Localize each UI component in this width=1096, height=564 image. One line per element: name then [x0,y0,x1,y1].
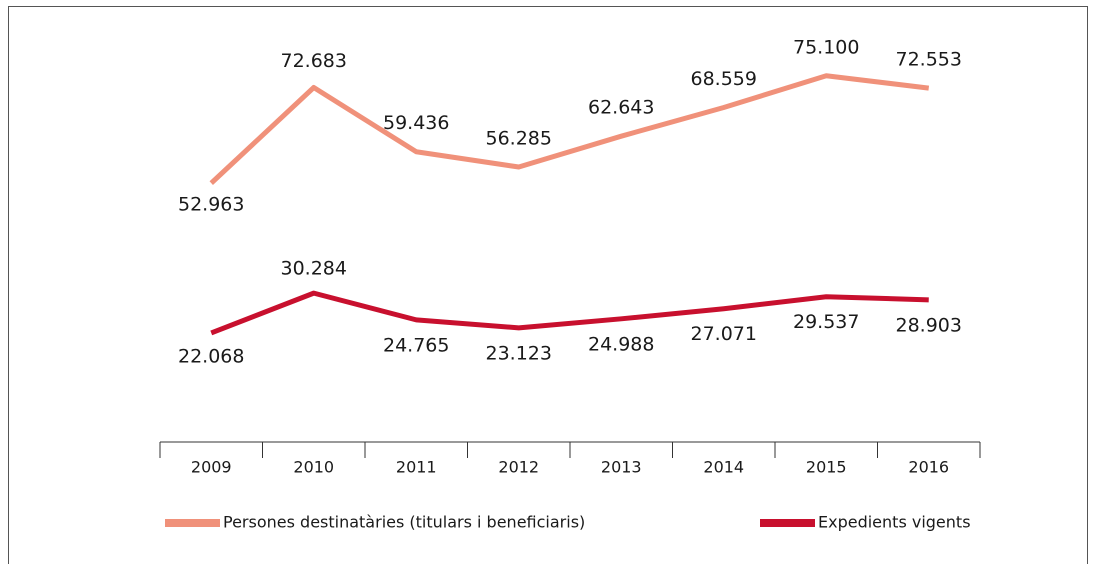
data-label: 22.068 [178,345,244,367]
data-label: 23.123 [486,342,552,364]
data-label: 75.100 [793,36,859,58]
x-tick-label: 2016 [908,458,949,477]
x-tick-label: 2014 [703,458,744,477]
data-label: 30.284 [281,258,347,280]
data-label: 24.988 [588,333,654,355]
data-label: 24.765 [383,334,449,356]
frame [8,6,1088,564]
legend-swatch [165,519,220,527]
x-tick-label: 2012 [498,458,539,477]
x-tick-label: 2009 [191,458,232,477]
data-label: 72.683 [281,50,347,72]
legend-label: Persones destinatàries (titulars i benef… [223,513,585,532]
data-label: 68.559 [691,68,757,90]
data-label: 29.537 [793,311,859,333]
data-label: 59.436 [383,112,449,134]
x-tick-label: 2011 [396,458,437,477]
data-label: 27.071 [691,323,757,345]
data-label: 56.285 [486,128,552,150]
data-label: 52.963 [178,194,244,216]
x-tick-label: 2013 [601,458,642,477]
data-label: 72.553 [896,49,962,71]
line-series [210,290,929,336]
line-series [209,73,930,185]
data-label: 28.903 [896,314,962,336]
x-tick-label: 2015 [806,458,847,477]
data-label: 62.643 [588,97,654,119]
legend-label: Expedients vigents [818,513,971,532]
legend-swatch [760,519,815,527]
x-tick-label: 2010 [293,458,334,477]
